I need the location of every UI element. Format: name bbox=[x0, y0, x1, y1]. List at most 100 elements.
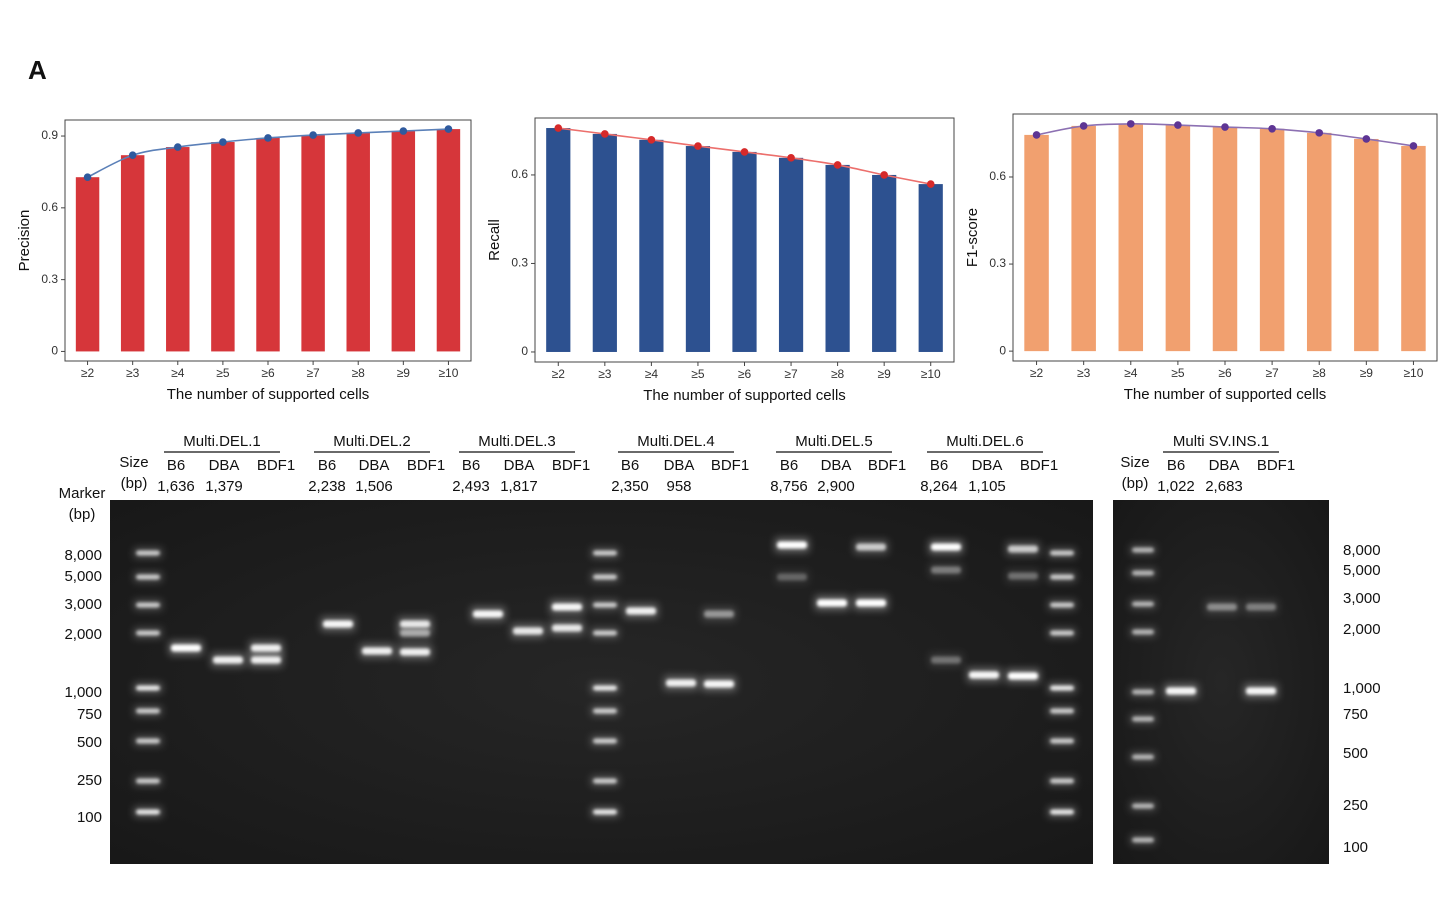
band bbox=[704, 610, 734, 618]
y-tick-label: 0.6 bbox=[511, 167, 528, 181]
bar bbox=[592, 133, 617, 352]
point bbox=[787, 154, 795, 162]
marker-label: 100 bbox=[77, 809, 102, 826]
x-tick-label: ≥2 bbox=[552, 367, 566, 381]
bar bbox=[1165, 125, 1191, 352]
band bbox=[552, 624, 582, 632]
size-label: 2,350 bbox=[611, 478, 649, 495]
bar bbox=[872, 174, 897, 352]
band bbox=[171, 644, 201, 652]
lane-label: DBA bbox=[209, 457, 240, 474]
bar bbox=[732, 151, 757, 352]
bar bbox=[391, 131, 416, 352]
y-axis-label: Recall bbox=[486, 219, 503, 261]
x-tick-label: ≥10 bbox=[1403, 366, 1423, 380]
marker-label: 500 bbox=[77, 734, 102, 751]
band bbox=[1132, 547, 1154, 553]
marker-label: 3,000 bbox=[64, 596, 102, 613]
x-tick-label: ≥7 bbox=[784, 367, 798, 381]
band bbox=[1050, 738, 1074, 744]
band bbox=[777, 541, 807, 549]
band bbox=[1008, 672, 1038, 680]
band bbox=[1050, 708, 1074, 714]
lane-label: BDF1 bbox=[868, 457, 906, 474]
band bbox=[136, 708, 160, 714]
band bbox=[1132, 601, 1154, 607]
point bbox=[1032, 131, 1041, 139]
band bbox=[1050, 685, 1074, 691]
chart: 0 0.3 0.6 ≥2 ≥3 ≥4 ≥5 ≥6 ≥7 ≥8 ≥9 ≥10 The number of … bbox=[486, 117, 955, 404]
band bbox=[856, 599, 886, 607]
point bbox=[399, 127, 408, 135]
group-label: Multi.DEL.4 bbox=[637, 433, 715, 450]
gel-bands bbox=[134, 538, 1278, 845]
band bbox=[931, 566, 961, 574]
lane-label: DBA bbox=[821, 457, 852, 474]
band bbox=[704, 680, 734, 688]
lane-label: BDF1 bbox=[257, 457, 295, 474]
y-tick-label: 0.6 bbox=[41, 200, 58, 214]
x-tick-label: ≥8 bbox=[831, 367, 845, 381]
bar bbox=[346, 132, 370, 352]
marker-label: 750 bbox=[1343, 706, 1368, 723]
bar bbox=[1306, 132, 1332, 352]
size-label: 1,105 bbox=[968, 478, 1006, 495]
panel-label: A bbox=[28, 55, 47, 85]
marker-title: (bp) bbox=[69, 506, 96, 523]
band bbox=[1050, 778, 1074, 784]
point bbox=[1409, 142, 1418, 150]
size-label: 1,817 bbox=[500, 478, 538, 495]
lane-label: DBA bbox=[359, 457, 390, 474]
band bbox=[213, 656, 243, 664]
band bbox=[1246, 687, 1276, 695]
lane-label: B6 bbox=[621, 457, 639, 474]
y-axis-label: F1-score bbox=[964, 208, 981, 267]
band bbox=[1132, 837, 1154, 843]
band bbox=[136, 685, 160, 691]
marker-title: Marker bbox=[59, 485, 106, 502]
band bbox=[593, 602, 617, 608]
group-label: Multi.DEL.3 bbox=[478, 433, 556, 450]
band bbox=[1166, 687, 1196, 695]
bar bbox=[918, 184, 943, 352]
point bbox=[1362, 135, 1371, 143]
band bbox=[931, 656, 961, 664]
band bbox=[1050, 550, 1074, 556]
marker-label: 8,000 bbox=[1343, 542, 1381, 559]
band bbox=[251, 644, 281, 652]
point bbox=[173, 143, 182, 151]
x-tick-label: ≥6 bbox=[261, 366, 275, 380]
point bbox=[1315, 129, 1324, 137]
x-tick-label: ≥7 bbox=[306, 366, 320, 380]
lane-label: BDF1 bbox=[711, 457, 749, 474]
band bbox=[1050, 602, 1074, 608]
marker-label: 5,000 bbox=[64, 568, 102, 585]
size-label: 2,238 bbox=[308, 478, 346, 495]
y-tick-label: 0 bbox=[51, 344, 58, 358]
lane-label: B6 bbox=[780, 457, 798, 474]
chart: 0 0.3 0.6 ≥2 ≥3 ≥4 ≥5 ≥6 ≥7 ≥8 ≥9 ≥10 The number of … bbox=[964, 113, 1438, 403]
size-label: 2,493 bbox=[452, 478, 490, 495]
bar bbox=[1212, 127, 1238, 352]
band bbox=[1132, 716, 1154, 722]
point bbox=[1174, 121, 1182, 129]
band bbox=[1132, 629, 1154, 635]
x-tick-label: ≥3 bbox=[1077, 366, 1091, 380]
bar bbox=[436, 129, 461, 352]
size-title: (bp) bbox=[121, 475, 148, 492]
lane-label: B6 bbox=[1167, 457, 1185, 474]
band bbox=[593, 809, 617, 815]
band bbox=[593, 630, 617, 636]
lane-label: B6 bbox=[462, 457, 480, 474]
marker-label: 500 bbox=[1343, 745, 1368, 762]
point bbox=[880, 171, 888, 179]
x-tick-label: ≥5 bbox=[216, 366, 230, 380]
y-tick-label: 0.9 bbox=[41, 128, 58, 142]
x-tick-label: ≥4 bbox=[645, 367, 659, 381]
band bbox=[1132, 803, 1154, 809]
band bbox=[1050, 809, 1074, 815]
marker-label: 250 bbox=[77, 772, 102, 789]
lane-label: BDF1 bbox=[1257, 457, 1295, 474]
band bbox=[593, 685, 617, 691]
band bbox=[251, 656, 281, 664]
